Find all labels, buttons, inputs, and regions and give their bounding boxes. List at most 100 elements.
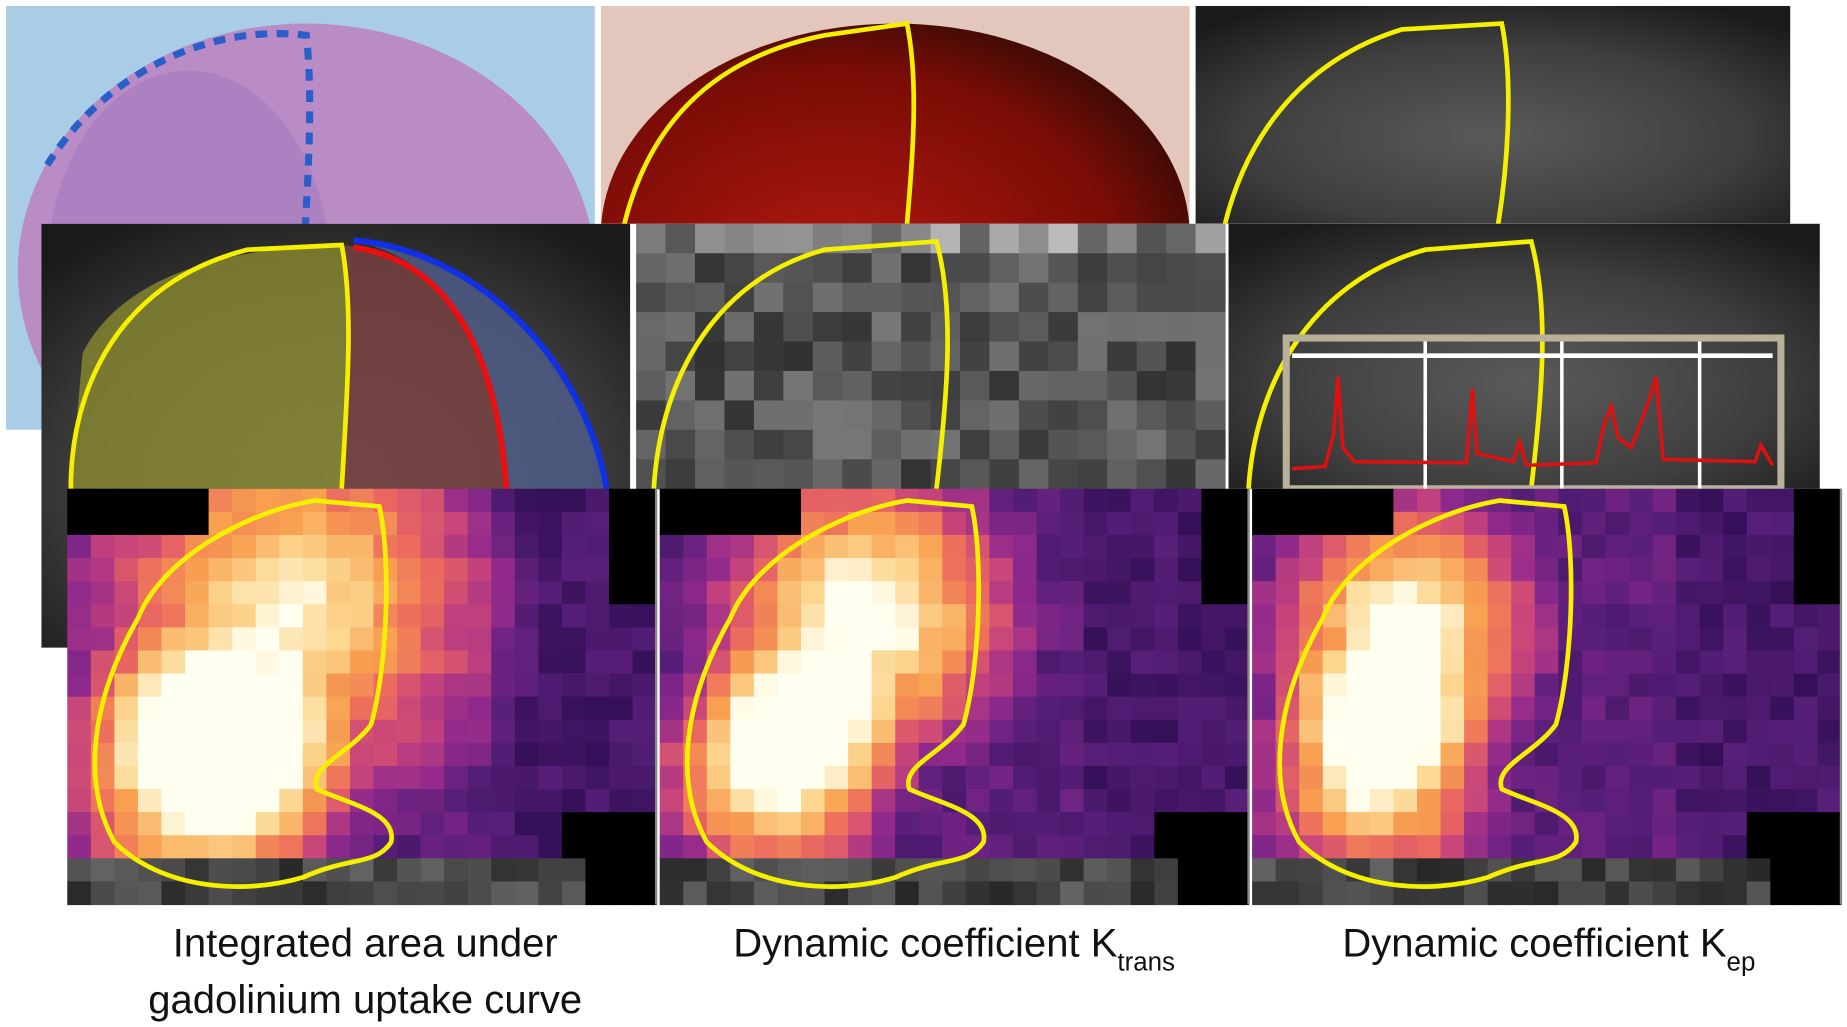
pixel — [901, 459, 931, 489]
heat-pixel — [1084, 697, 1108, 721]
heat-pixel — [1464, 812, 1488, 836]
heat-pixel — [232, 697, 256, 721]
heat-pixel — [279, 535, 303, 559]
pixel — [1078, 430, 1108, 460]
heat-pixel — [1794, 789, 1818, 813]
heat-pixel — [966, 789, 990, 813]
heat-pixel — [1013, 558, 1037, 582]
heat-pixel — [801, 489, 825, 513]
heat-pixel — [1700, 604, 1724, 628]
heat-pixel — [825, 858, 849, 882]
pixel — [754, 283, 784, 313]
heat-pixel — [1131, 881, 1155, 905]
pixel — [901, 283, 931, 313]
heat-pixel — [1037, 743, 1061, 767]
heat-pixel — [683, 535, 707, 559]
heat-pixel — [1770, 720, 1794, 744]
heat-pixel — [562, 489, 586, 513]
mri-curve-panel — [1229, 224, 1820, 489]
heat-pixel — [683, 581, 707, 605]
pixel — [872, 253, 902, 283]
heat-pixel — [1558, 789, 1582, 813]
heat-pixel — [1653, 835, 1677, 859]
pixel — [1019, 459, 1049, 489]
heat-pixel — [1084, 604, 1108, 628]
heat-pixel — [1178, 558, 1202, 582]
heat-pixel — [1817, 489, 1841, 513]
heat-pixel — [1723, 650, 1747, 674]
heat-pixel — [1511, 881, 1535, 905]
heat-pixel — [1558, 881, 1582, 905]
heat-pixel — [1299, 697, 1323, 721]
heat-pixel — [1535, 812, 1559, 836]
heat-pixel — [350, 881, 374, 905]
heatmap-panel — [660, 489, 1249, 905]
heat-pixel — [1770, 881, 1794, 905]
heat-pixel — [161, 766, 185, 790]
heat-pixel — [754, 881, 778, 905]
heat-pixel — [919, 881, 943, 905]
heat-pixel — [942, 627, 966, 651]
heat-pixel — [397, 743, 421, 767]
heat-pixel — [1605, 789, 1629, 813]
heat-pixel — [256, 720, 280, 744]
heat-pixel — [1225, 881, 1249, 905]
heat-pixel — [1464, 535, 1488, 559]
heat-pixel — [1131, 697, 1155, 721]
pixel — [813, 342, 843, 372]
heat-pixel — [1676, 674, 1700, 698]
heat-pixel — [1178, 766, 1202, 790]
pixel — [901, 371, 931, 401]
heat-pixel — [1629, 858, 1653, 882]
heat-pixel — [1582, 627, 1606, 651]
heat-pixel — [825, 558, 849, 582]
pixel — [1078, 371, 1108, 401]
heat-pixel — [1488, 535, 1512, 559]
heatmaps — [67, 489, 1841, 905]
heat-pixel — [1794, 858, 1818, 882]
heat-pixel — [279, 604, 303, 628]
heat-pixel — [1252, 697, 1276, 721]
heat-pixel — [707, 858, 731, 882]
heat-pixel — [138, 627, 162, 651]
heat-pixel — [209, 604, 233, 628]
heat-pixel — [350, 674, 374, 698]
heat-pixel — [1252, 535, 1276, 559]
heat-pixel — [444, 581, 468, 605]
pixel — [724, 253, 754, 283]
pixel — [1078, 283, 1108, 313]
heat-pixel — [1464, 581, 1488, 605]
heat-pixel — [326, 650, 350, 674]
heat-pixel — [1201, 835, 1225, 859]
heat-pixel — [421, 650, 445, 674]
heat-pixel — [1084, 535, 1108, 559]
heat-pixel — [444, 858, 468, 882]
heat-pixel — [1464, 766, 1488, 790]
heat-pixel — [1770, 789, 1794, 813]
heat-pixel — [848, 812, 872, 836]
heat-pixel — [1464, 881, 1488, 905]
heat-pixel — [754, 789, 778, 813]
heat-pixel — [730, 766, 754, 790]
heat-pixel — [373, 766, 397, 790]
heat-pixel — [707, 697, 731, 721]
pixel — [754, 342, 784, 372]
heat-pixel — [1676, 720, 1700, 744]
heat-pixel — [1488, 581, 1512, 605]
heat-pixel — [683, 604, 707, 628]
heat-pixel — [444, 489, 468, 513]
heat-pixel — [515, 535, 539, 559]
heat-pixel — [1582, 881, 1606, 905]
heat-pixel — [1299, 512, 1323, 536]
heat-pixel — [1747, 650, 1771, 674]
heat-pixel — [209, 581, 233, 605]
heat-pixel — [777, 858, 801, 882]
heat-pixel — [1817, 697, 1841, 721]
heat-pixel — [491, 812, 515, 836]
heat-pixel — [303, 581, 327, 605]
heat-pixel — [1346, 766, 1370, 790]
heat-pixel — [1323, 489, 1347, 513]
heat-pixel — [609, 789, 633, 813]
heat-pixel — [730, 881, 754, 905]
heat-pixel — [444, 558, 468, 582]
